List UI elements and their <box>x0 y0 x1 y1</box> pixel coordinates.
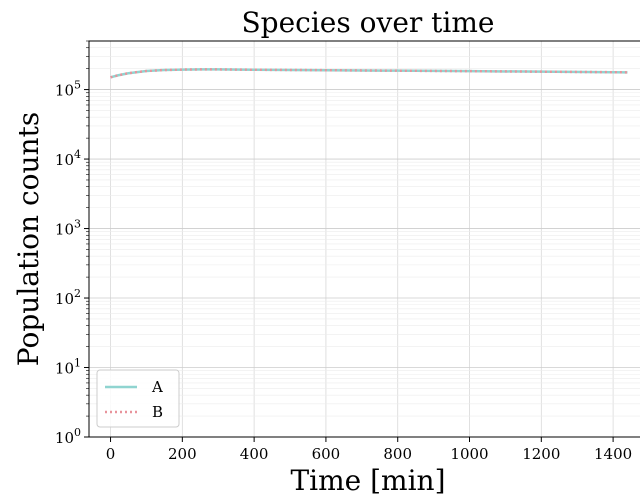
y-axis-label: Population counts <box>12 112 45 366</box>
x-axis-ticks: 0 200 400 600 800 1000 1200 1400 <box>106 437 632 463</box>
x-tick-label: 200 <box>168 445 197 463</box>
x-tick-label: 1000 <box>450 445 488 463</box>
plot-frame <box>88 40 640 438</box>
y-axis-ticks: 100 101 102 103 104 105 <box>55 40 89 447</box>
legend: AB <box>96 369 180 428</box>
y-tick-label: 100 <box>55 426 81 447</box>
y-tick-label: 105 <box>55 79 81 100</box>
x-tick-label: 800 <box>383 445 412 463</box>
y-tick-label: 101 <box>55 357 81 378</box>
chart-title: Species over time <box>241 6 494 39</box>
x-tick-label: 0 <box>106 445 116 463</box>
legend-box <box>96 369 180 428</box>
x-axis-label: Time [min] <box>290 464 445 497</box>
x-tick-label: 600 <box>312 445 341 463</box>
series-line-B <box>110 68 628 79</box>
legend-label-A: A <box>151 378 163 396</box>
y-tick-label: 103 <box>55 218 81 239</box>
x-tick-label: 1200 <box>522 445 560 463</box>
y-tick-label: 102 <box>55 287 81 308</box>
y-tick-label: 104 <box>55 148 81 169</box>
grid <box>89 40 640 438</box>
x-tick-label: 400 <box>240 445 269 463</box>
series-lines <box>110 68 628 79</box>
legend-label-B: B <box>152 403 163 421</box>
x-tick-label: 1400 <box>594 445 632 463</box>
